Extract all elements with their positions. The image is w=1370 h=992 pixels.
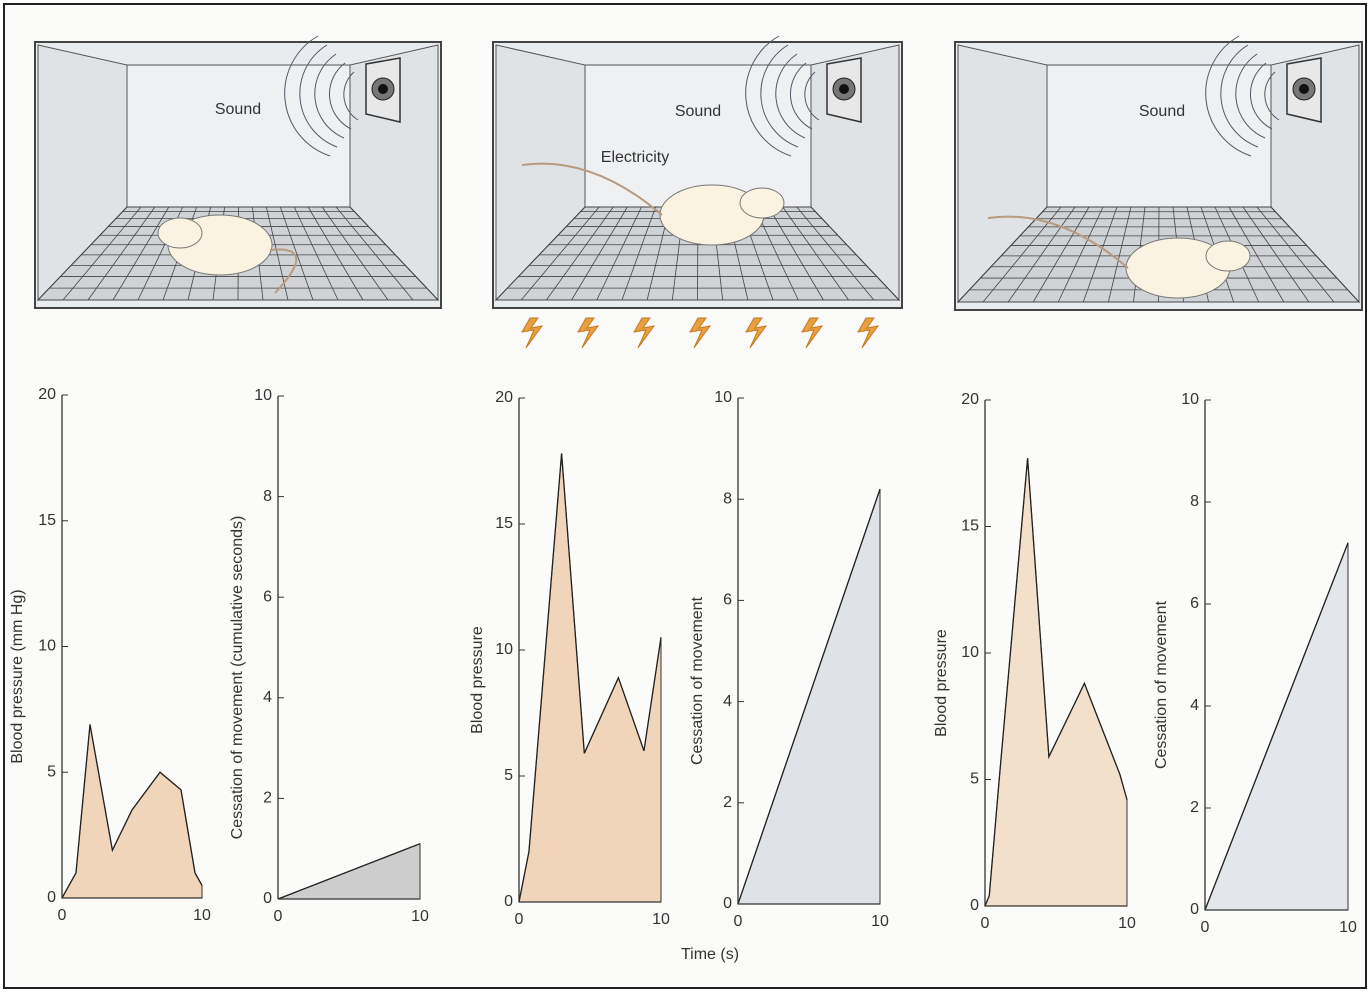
x-tick-label: 10 <box>1118 915 1136 932</box>
x-tick-label: 0 <box>515 911 524 928</box>
y-tick-label: 4 <box>723 693 732 710</box>
scene: Sound <box>955 36 1362 310</box>
speaker-cone <box>1299 84 1309 94</box>
y-tick-label: 20 <box>495 389 513 406</box>
x-tick-label: 0 <box>981 915 990 932</box>
y-tick-label: 5 <box>47 763 56 780</box>
scene: Sound <box>35 36 441 308</box>
y-tick-label: 5 <box>504 767 513 784</box>
x-tick-label: 0 <box>58 907 67 924</box>
y-tick-label: 10 <box>495 641 513 658</box>
rat-head <box>158 218 202 248</box>
y-tick-label: 10 <box>254 387 272 404</box>
x-tick-label: 0 <box>1201 919 1210 936</box>
scene-label: Electricity <box>601 149 669 166</box>
speaker-cone <box>839 84 849 94</box>
rat-head <box>1206 241 1250 271</box>
y-tick-label: 8 <box>723 490 732 507</box>
x-tick-label: 10 <box>652 911 670 928</box>
y-tick-label: 8 <box>263 488 272 505</box>
y-axis-label: Cessation of movement (cumulative second… <box>229 516 246 840</box>
scene: Sound Electricity <box>493 36 902 348</box>
x-tick-label: 0 <box>274 908 283 925</box>
y-tick-label: 15 <box>38 512 56 529</box>
figure: Time (s) Sound Sound Electricity Sound 0 5 10 1… <box>0 0 1370 992</box>
y-tick-label: 6 <box>723 592 732 609</box>
y-axis-label: Blood pressure (mm Hg) <box>9 589 26 763</box>
y-axis-label: Cessation of movement <box>689 596 706 765</box>
y-tick-label: 6 <box>1190 595 1199 612</box>
y-tick-label: 2 <box>723 794 732 811</box>
y-tick-label: 20 <box>961 391 979 408</box>
y-tick-label: 6 <box>263 588 272 605</box>
y-tick-label: 20 <box>38 386 56 403</box>
y-tick-label: 0 <box>970 897 979 914</box>
x-axis-label: Time (s) <box>681 946 739 963</box>
back-wall <box>1047 65 1271 207</box>
y-axis-label: Blood pressure <box>933 629 950 737</box>
y-tick-label: 0 <box>47 889 56 906</box>
back-wall <box>127 65 350 207</box>
y-tick-label: 0 <box>1190 901 1199 918</box>
scene-label: Sound <box>1139 103 1185 120</box>
y-tick-label: 2 <box>1190 799 1199 816</box>
y-tick-label: 15 <box>495 515 513 532</box>
y-tick-label: 10 <box>1181 391 1199 408</box>
rat-head <box>740 188 784 218</box>
x-tick-label: 10 <box>871 913 889 930</box>
y-tick-label: 4 <box>263 689 272 706</box>
y-tick-label: 8 <box>1190 493 1199 510</box>
y-axis-label: Blood pressure <box>469 626 486 734</box>
figure-canvas: Time (s) Sound Sound Electricity Sound 0 5 10 1… <box>0 0 1370 992</box>
scene-label: Sound <box>675 103 721 120</box>
y-tick-label: 0 <box>263 890 272 907</box>
y-tick-label: 15 <box>961 518 979 535</box>
x-tick-label: 0 <box>734 913 743 930</box>
x-tick-label: 10 <box>1339 919 1357 936</box>
y-tick-label: 10 <box>961 644 979 661</box>
y-tick-label: 5 <box>970 771 979 788</box>
y-tick-label: 2 <box>263 790 272 807</box>
y-tick-label: 10 <box>38 638 56 655</box>
x-tick-label: 10 <box>411 908 429 925</box>
scene-label: Sound <box>215 101 261 118</box>
speaker-cone <box>378 84 388 94</box>
y-tick-label: 0 <box>723 895 732 912</box>
x-tick-label: 10 <box>193 907 211 924</box>
y-tick-label: 0 <box>504 893 513 910</box>
y-tick-label: 4 <box>1190 697 1199 714</box>
y-axis-label: Cessation of movement <box>1153 600 1170 769</box>
y-tick-label: 10 <box>714 389 732 406</box>
